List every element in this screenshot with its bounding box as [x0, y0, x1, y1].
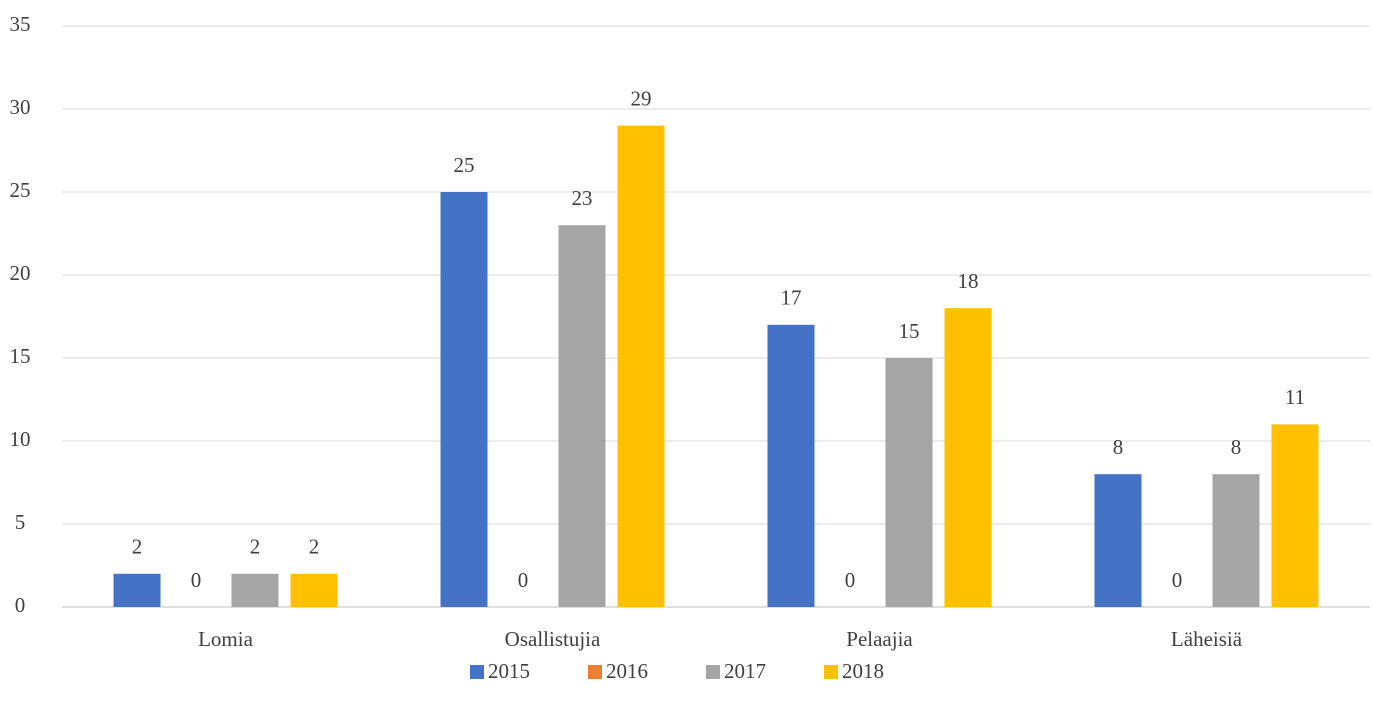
bar	[1094, 474, 1142, 607]
data-label: 0	[191, 568, 202, 592]
y-tick-label: 35	[10, 12, 31, 36]
data-label: 0	[1172, 568, 1183, 592]
bar	[1271, 424, 1319, 607]
bar	[558, 225, 606, 607]
bar	[767, 324, 815, 607]
y-tick-label: 30	[10, 95, 31, 119]
y-tick-label: 10	[10, 427, 31, 451]
data-label: 25	[454, 153, 475, 177]
x-tick-label: Lomia	[198, 627, 253, 651]
data-label: 15	[899, 319, 920, 343]
data-label: 0	[518, 568, 529, 592]
legend-label: 2015	[488, 659, 530, 683]
legend-swatch	[706, 665, 720, 679]
data-label: 8	[1231, 435, 1242, 459]
bar	[617, 125, 665, 607]
data-label: 23	[572, 186, 593, 210]
data-label: 29	[631, 86, 652, 110]
data-label: 2	[132, 535, 143, 559]
bar	[290, 573, 338, 607]
legend-swatch	[824, 665, 838, 679]
x-tick-label: Läheisiä	[1171, 627, 1243, 651]
data-label: 17	[781, 286, 802, 310]
legend-swatch	[470, 665, 484, 679]
y-tick-label: 25	[10, 178, 31, 202]
legend-swatch	[588, 665, 602, 679]
x-tick-label: Pelaajia	[846, 627, 913, 651]
legend-label: 2018	[842, 659, 884, 683]
bar	[113, 573, 161, 607]
y-tick-label: 15	[10, 344, 31, 368]
data-label: 18	[958, 269, 979, 293]
bar	[440, 192, 488, 607]
y-tick-label: 20	[10, 261, 31, 285]
data-label: 2	[250, 535, 261, 559]
legend-label: 2017	[724, 659, 766, 683]
data-label: 2	[309, 535, 320, 559]
legend-label: 2016	[606, 659, 648, 683]
x-tick-label: Osallistujia	[505, 627, 601, 651]
bar	[885, 358, 933, 607]
data-label: 11	[1285, 385, 1305, 409]
y-tick-label: 5	[15, 510, 26, 534]
bar	[231, 573, 279, 607]
bar	[944, 308, 992, 607]
bar	[1212, 474, 1260, 607]
data-label: 0	[845, 568, 856, 592]
y-tick-label: 0	[15, 593, 26, 617]
data-label: 8	[1113, 435, 1124, 459]
